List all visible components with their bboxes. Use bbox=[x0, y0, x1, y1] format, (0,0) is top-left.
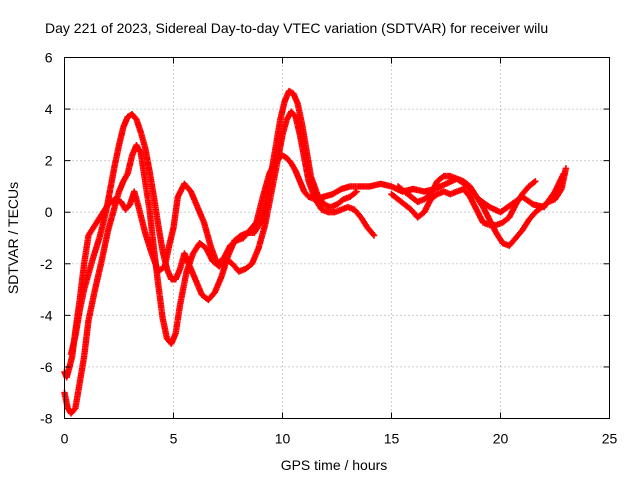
plot-frame bbox=[64, 57, 610, 419]
x-tick-label: 15 bbox=[384, 431, 400, 447]
series-track-2 bbox=[61, 108, 378, 417]
x-tick-label: 20 bbox=[493, 431, 509, 447]
y-tick-label: -8 bbox=[40, 411, 53, 427]
x-tick-label: 5 bbox=[170, 431, 178, 447]
y-tick-label: -4 bbox=[40, 307, 53, 323]
y-tick-label: -6 bbox=[40, 359, 53, 375]
y-tick-label: 0 bbox=[45, 204, 53, 220]
data-point bbox=[439, 173, 446, 181]
data-point bbox=[370, 232, 378, 239]
series-track-4 bbox=[394, 165, 570, 249]
x-tick-label: 10 bbox=[275, 431, 291, 447]
data-point bbox=[369, 230, 377, 238]
y-axis-ticks: -8 -6 -4 -2 0 2 4 6 bbox=[40, 50, 610, 427]
data-point bbox=[530, 179, 538, 186]
x-tick-label: 0 bbox=[61, 431, 69, 447]
series-track-5 bbox=[388, 178, 539, 229]
data-point bbox=[532, 178, 539, 185]
data-points bbox=[61, 87, 570, 417]
chart-title: Day 221 of 2023, Sidereal Day-to-day VTE… bbox=[45, 20, 548, 36]
y-tick-label: 4 bbox=[45, 101, 53, 117]
data-point bbox=[352, 189, 359, 196]
y-tick-label: 2 bbox=[45, 153, 53, 169]
x-axis-label: GPS time / hours bbox=[281, 457, 388, 473]
data-point bbox=[353, 188, 360, 195]
y-tick-label: -2 bbox=[40, 256, 53, 272]
y-tick-label: 6 bbox=[45, 50, 53, 66]
x-tick-label: 25 bbox=[602, 431, 618, 447]
data-point bbox=[562, 165, 570, 172]
series-track-3 bbox=[67, 87, 360, 358]
x-axis-ticks: 0 5 10 15 20 25 bbox=[61, 57, 618, 447]
y-axis-label: SDTVAR / TECUs bbox=[5, 182, 21, 294]
series-track-1 bbox=[61, 152, 567, 381]
